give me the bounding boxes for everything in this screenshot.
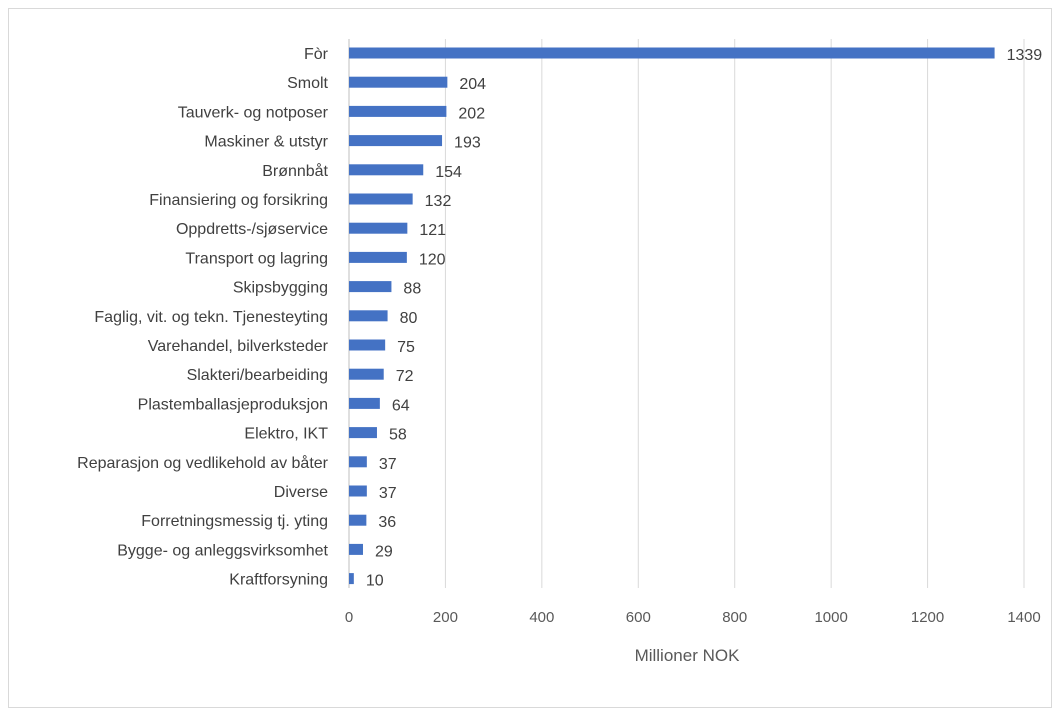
category-label-plastemballasjeproduksjon: Plastemballasjeproduksjon <box>138 396 328 413</box>
bar-oppdretts-sj-service <box>349 222 408 234</box>
bar-elektro-ikt <box>349 427 377 439</box>
x-tick-label-0: 0 <box>345 609 353 626</box>
category-label-kraftforsyning: Kraftforsyning <box>229 572 328 589</box>
value-label-finansiering-og-forsikring: 132 <box>425 193 452 210</box>
bar-skipsbygging <box>349 281 392 293</box>
x-axis-title: Millioner NOK <box>635 646 741 665</box>
value-label-tauverk-og-notposer: 202 <box>458 105 485 122</box>
value-label-skipsbygging: 88 <box>403 281 421 298</box>
bar-kraftforsyning <box>349 573 354 585</box>
value-labels: 1339 204 202 193 154 132 121 120 88 80 75 72 64 58 37 3… <box>366 47 1042 590</box>
category-label-finansiering-og-forsikring: Finansiering og forsikring <box>149 192 328 209</box>
category-label-faglig-vit-og-tekn-tjenesteyting: Faglig, vit. og tekn. Tjenesteyting <box>94 309 328 326</box>
bar-bygge-og-anleggsvirksomhet <box>349 543 363 555</box>
category-label-smolt: Smolt <box>287 75 328 92</box>
gridlines <box>348 39 1025 588</box>
value-label-bygge-og-anleggsvirksomhet: 29 <box>375 543 393 560</box>
value-label-plastemballasjeproduksjon: 64 <box>392 397 410 414</box>
x-tick-label-1200: 1200 <box>911 609 944 626</box>
category-label-elektro-ikt: Elektro, IKT <box>244 426 328 443</box>
bar-slakteri-bearbeiding <box>349 368 384 380</box>
category-label-varehandel-bilverksteder: Varehandel, bilverksteder <box>148 338 329 355</box>
value-label-fo-r: 1339 <box>1007 47 1043 64</box>
category-label-forretningsmessig-tj-yting: Forretningsmessig tj. yting <box>141 513 328 530</box>
category-label-maskiner-utstyr: Maskiner & utstyr <box>204 134 328 151</box>
x-tick-label-800: 800 <box>722 609 747 626</box>
category-label-slakteri-bearbeiding: Slakteri/bearbeiding <box>187 367 328 384</box>
value-label-kraftforsyning: 10 <box>366 573 384 590</box>
bar-faglig-vit-og-tekn-tjenesteyting <box>349 310 388 322</box>
category-labels: Fòr Smolt Tauverk- og notposer Maskiner & u… <box>77 46 329 589</box>
value-label-reparasjon-og-vedlikehold-av-ba-ter: 37 <box>379 456 397 473</box>
x-tick-label-200: 200 <box>433 609 458 626</box>
category-label-fo-r: Fòr <box>304 46 329 63</box>
value-label-elektro-ikt: 58 <box>389 427 407 444</box>
bar-forretningsmessig-tj-yting <box>349 514 367 526</box>
value-label-maskiner-utstyr: 193 <box>454 135 481 152</box>
x-tick-labels: 0 200 400 600 800 1000 1200 1400 <box>345 609 1041 626</box>
bar-fo-r <box>349 47 995 59</box>
category-label-br-nnba-t: Brønnbåt <box>262 162 328 180</box>
bar-reparasjon-og-vedlikehold-av-ba-ter <box>349 456 367 468</box>
category-label-diverse: Diverse <box>274 484 328 501</box>
bar-plastemballasjeproduksjon <box>349 397 380 409</box>
value-label-transport-og-lagring: 120 <box>419 251 446 268</box>
bar-finansiering-og-forsikring <box>349 193 413 205</box>
x-tick-label-400: 400 <box>529 609 554 626</box>
bar-smolt <box>349 76 448 88</box>
x-tick-label-1000: 1000 <box>814 609 847 626</box>
bar-varehandel-bilverksteder <box>349 339 386 351</box>
value-label-oppdretts-sj-service: 121 <box>419 222 446 239</box>
bar-tauverk-og-notposer <box>349 105 447 117</box>
x-tick-label-1400: 1400 <box>1007 609 1040 626</box>
bars <box>349 47 995 585</box>
value-label-diverse: 37 <box>379 485 397 502</box>
value-label-varehandel-bilverksteder: 75 <box>397 339 415 356</box>
x-tick-label-600: 600 <box>626 609 651 626</box>
category-label-oppdretts-sj-service: Oppdretts-/sjøservice <box>176 221 328 238</box>
category-label-skipsbygging: Skipsbygging <box>233 280 328 297</box>
value-label-faglig-vit-og-tekn-tjenesteyting: 80 <box>400 310 418 327</box>
chart-frame <box>8 8 1052 708</box>
value-label-smolt: 204 <box>459 76 486 93</box>
bar-diverse <box>349 485 367 497</box>
bar-maskiner-utstyr <box>349 135 443 147</box>
category-label-reparasjon-og-vedlikehold-av-ba-ter: Reparasjon og vedlikehold av båter <box>77 454 329 472</box>
bar-br-nnba-t <box>349 164 424 176</box>
category-label-bygge-og-anleggsvirksomhet: Bygge- og anleggsvirksomhet <box>117 542 328 559</box>
value-label-slakteri-bearbeiding: 72 <box>396 368 414 385</box>
category-label-tauverk-og-notposer: Tauverk- og notposer <box>178 104 329 121</box>
bar-transport-og-lagring <box>349 251 407 263</box>
value-label-forretningsmessig-tj-yting: 36 <box>378 514 396 531</box>
category-label-transport-og-lagring: Transport og lagring <box>185 250 328 267</box>
value-label-br-nnba-t: 154 <box>435 164 462 181</box>
